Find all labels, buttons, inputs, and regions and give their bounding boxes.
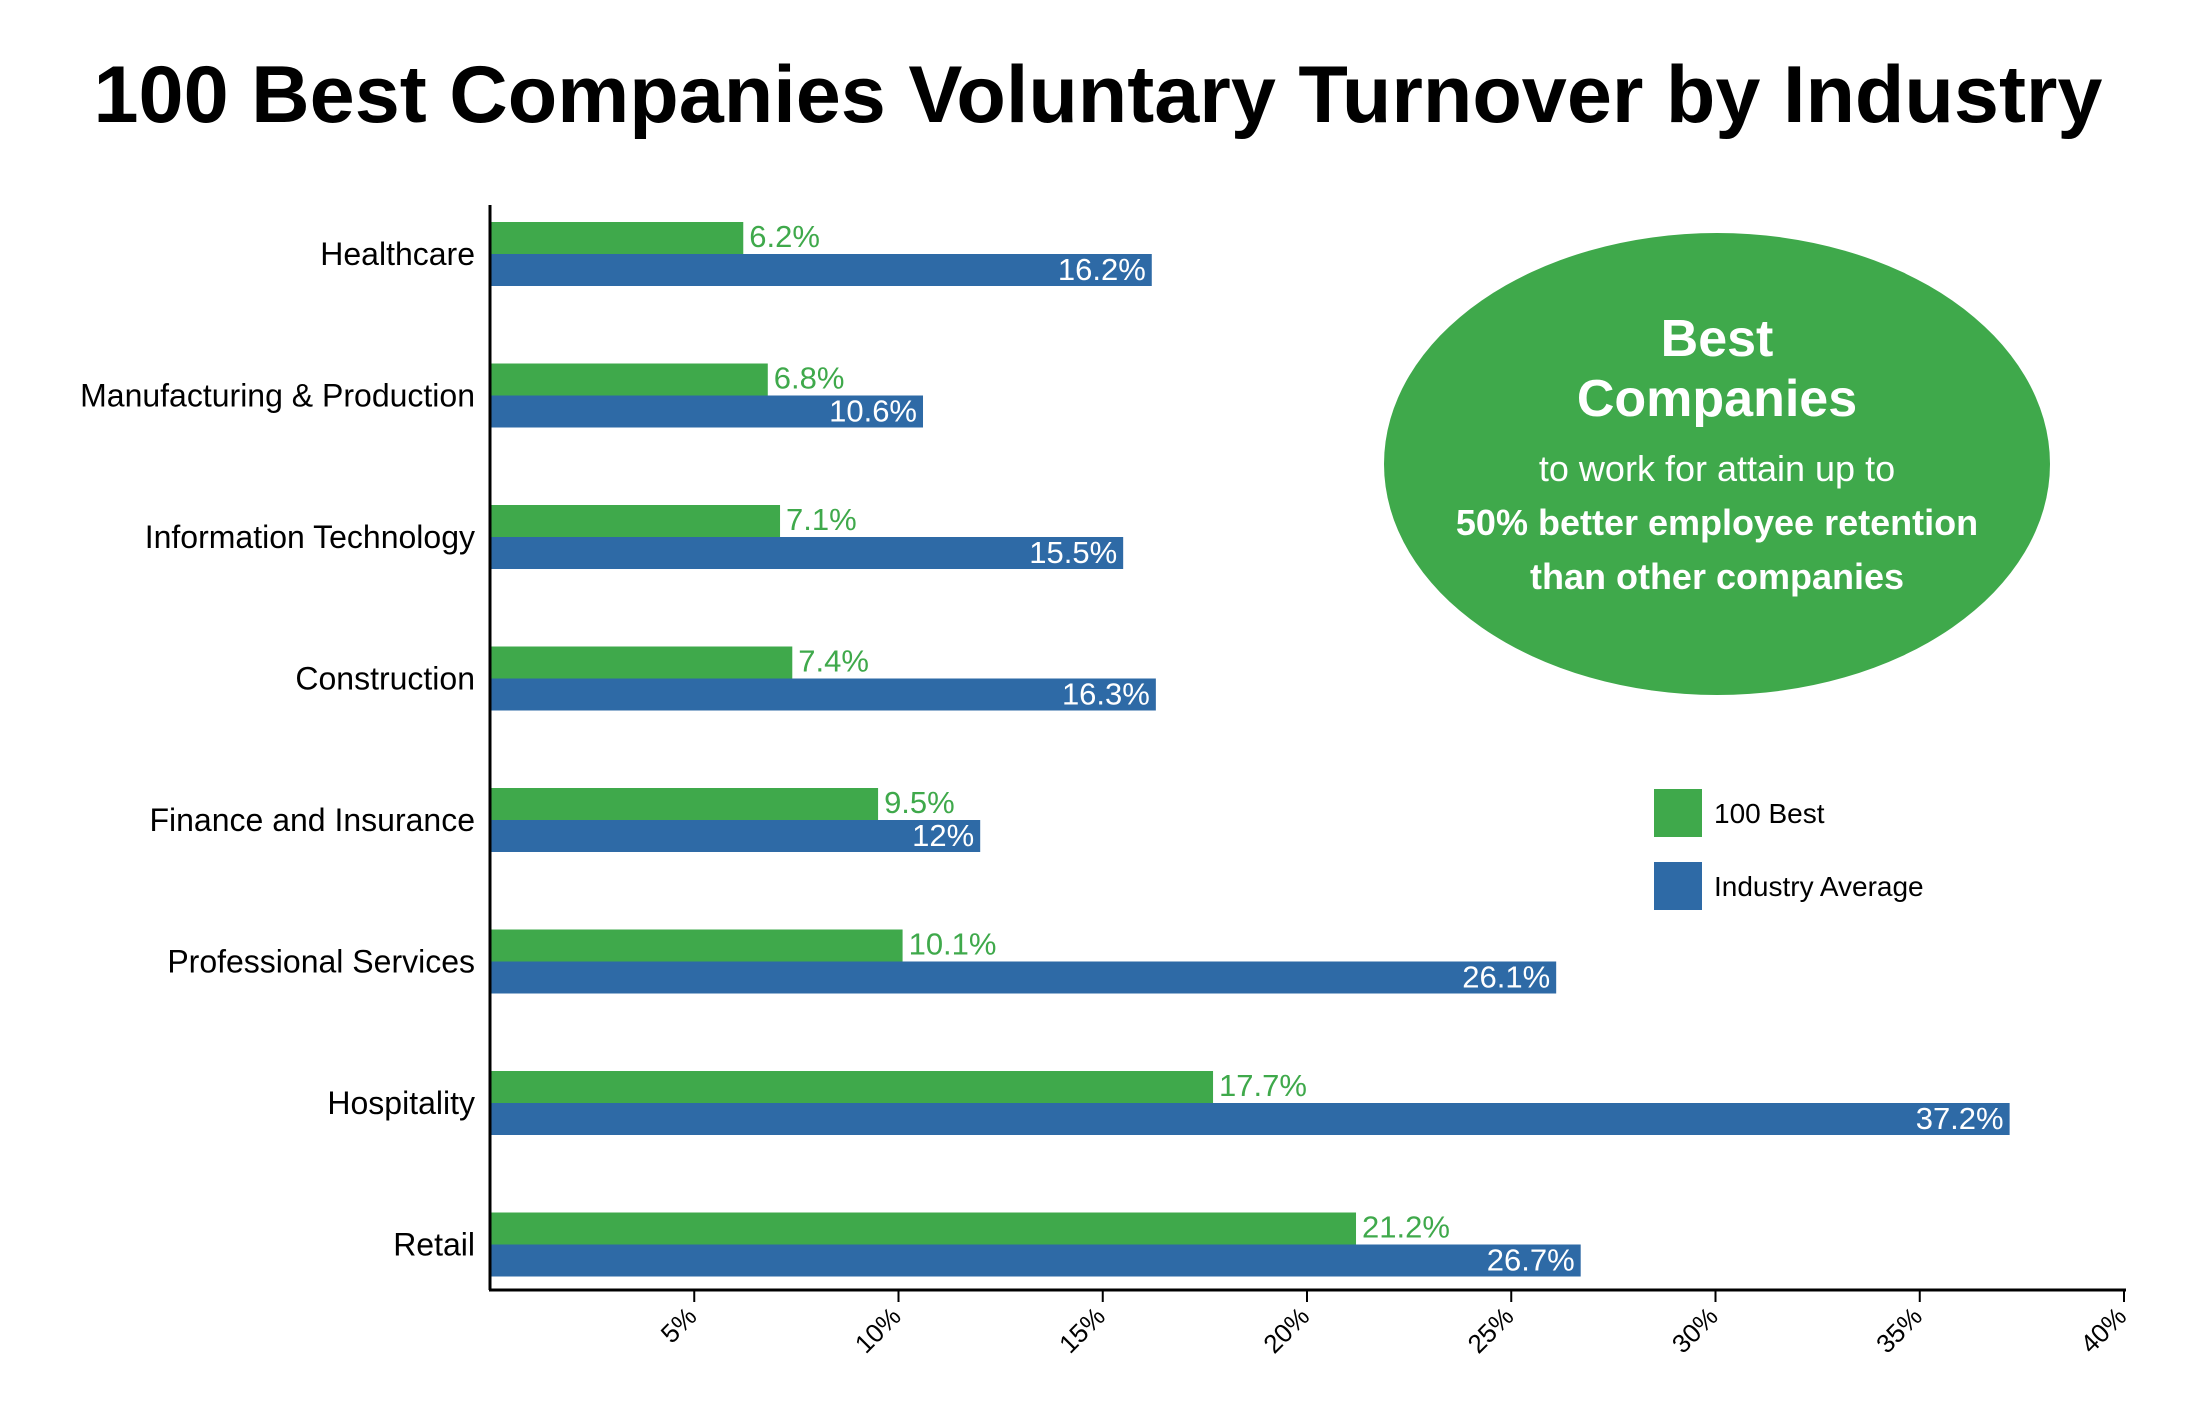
x-tick-label-5: 5% xyxy=(655,1301,703,1349)
bar-100-best-finance-and-insurance xyxy=(490,788,879,820)
bar-100-best-information-technology xyxy=(490,505,781,537)
value-label-100-best-retail: 21.2% xyxy=(1362,1210,1450,1245)
bar-industry-average-information-technology xyxy=(490,537,1124,569)
value-label-industry-average-healthcare: 16.2% xyxy=(1058,252,1146,287)
legend-label-100-best: 100 Best xyxy=(1714,798,1825,829)
category-label-manufacturing-production: Manufacturing & Production xyxy=(80,378,475,414)
category-label-professional-services: Professional Services xyxy=(167,944,475,980)
bar-100-best-professional-services xyxy=(490,929,903,962)
legend-swatch-industry-average xyxy=(1654,862,1702,910)
value-label-100-best-finance-and-insurance: 9.5% xyxy=(884,785,955,820)
callout-bubble: Best Companies to work for attain up to … xyxy=(1384,233,2050,695)
x-tick-label-20: 20% xyxy=(1257,1301,1315,1359)
category-label-hospitality: Hospitality xyxy=(327,1085,475,1121)
legend-swatch-100-best xyxy=(1654,789,1702,837)
callout-line-companies: Companies xyxy=(1577,370,1857,428)
x-tick-label-30: 30% xyxy=(1666,1301,1724,1359)
labels-layer: Healthcare 6.2% 16.2% Manufacturing & Produ… xyxy=(80,219,2004,1278)
bar-industry-average-manufacturing-production xyxy=(490,395,924,428)
callout-line-retention: 50% better employee retention xyxy=(1456,502,1978,543)
bar-100-best-construction xyxy=(490,646,793,679)
bars-layer xyxy=(490,222,2010,1277)
callout-line-other: than other companies xyxy=(1530,556,1904,597)
value-label-industry-average-retail: 26.7% xyxy=(1487,1243,1575,1278)
value-label-industry-average-construction: 16.3% xyxy=(1062,677,1150,712)
value-label-industry-average-information-technology: 15.5% xyxy=(1029,535,1117,570)
x-tick-label-25: 25% xyxy=(1461,1301,1519,1359)
x-tick-label-40: 40% xyxy=(2074,1301,2132,1359)
category-label-construction: Construction xyxy=(295,661,475,697)
bar-industry-average-retail xyxy=(490,1244,1581,1277)
category-label-information-technology: Information Technology xyxy=(145,519,475,555)
callout-line-best: Best xyxy=(1661,310,1774,368)
x-tick-label-15: 15% xyxy=(1053,1301,1111,1359)
bar-100-best-retail xyxy=(490,1212,1357,1245)
chart-title: 100 Best Companies Voluntary Turnover by… xyxy=(94,50,2103,140)
bar-industry-average-healthcare xyxy=(490,254,1152,286)
legend: 100 Best Industry Average xyxy=(1654,789,1924,910)
value-label-industry-average-hospitality: 37.2% xyxy=(1916,1101,2004,1136)
value-label-100-best-hospitality: 17.7% xyxy=(1219,1068,1307,1103)
value-label-industry-average-manufacturing-production: 10.6% xyxy=(829,394,917,429)
callout-ellipse xyxy=(1384,233,2050,695)
bar-100-best-healthcare xyxy=(490,222,744,254)
category-label-retail: Retail xyxy=(393,1227,475,1263)
legend-label-industry-average: Industry Average xyxy=(1714,871,1924,902)
value-label-industry-average-professional-services: 26.1% xyxy=(1462,960,1550,995)
bar-industry-average-construction xyxy=(490,678,1156,711)
value-label-100-best-healthcare: 6.2% xyxy=(749,219,820,254)
value-label-100-best-information-technology: 7.1% xyxy=(786,502,857,537)
x-tick-label-10: 10% xyxy=(849,1301,907,1359)
x-tick-label-35: 35% xyxy=(1870,1301,1928,1359)
bar-industry-average-finance-and-insurance xyxy=(490,820,981,852)
value-label-100-best-construction: 7.4% xyxy=(798,644,869,679)
bar-industry-average-hospitality xyxy=(490,1103,2010,1135)
category-label-healthcare: Healthcare xyxy=(320,236,475,272)
callout-line-attain: to work for attain up to xyxy=(1539,448,1895,489)
category-label-finance-and-insurance: Finance and Insurance xyxy=(149,802,475,838)
value-label-100-best-manufacturing-production: 6.8% xyxy=(774,361,845,396)
value-label-100-best-professional-services: 10.1% xyxy=(909,927,997,962)
bar-industry-average-professional-services xyxy=(490,961,1557,994)
bar-100-best-manufacturing-production xyxy=(490,363,768,396)
bar-100-best-hospitality xyxy=(490,1071,1214,1103)
value-label-industry-average-finance-and-insurance: 12% xyxy=(912,818,974,853)
